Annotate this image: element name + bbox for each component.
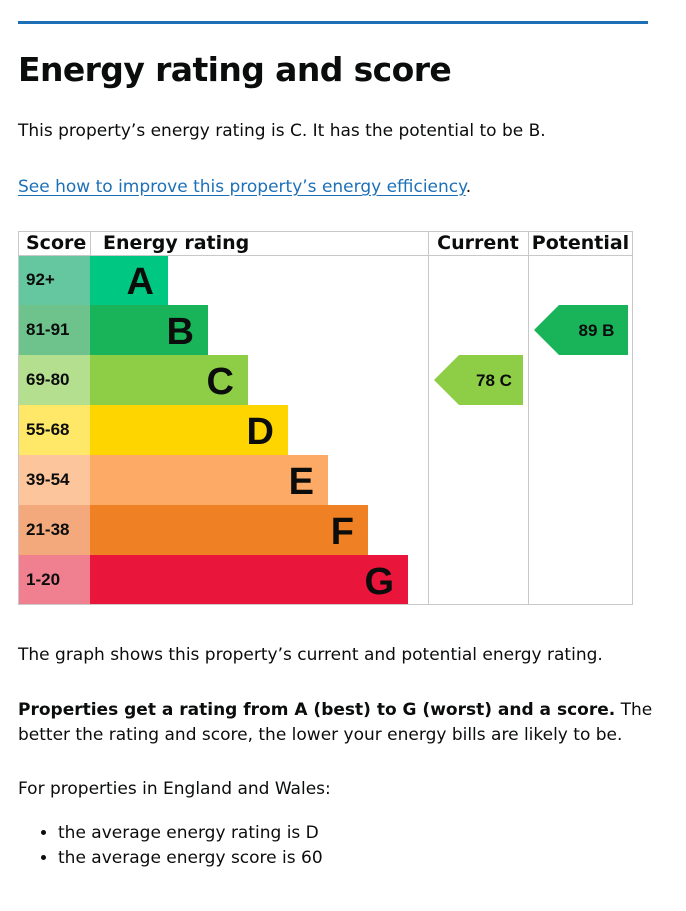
- band-bar-A: [90, 255, 168, 305]
- band-bar-G: [90, 555, 408, 605]
- potential-rating-arrow: [534, 305, 628, 355]
- averages-list: the average energy rating is D the avera…: [18, 821, 323, 871]
- score-cell-D: [18, 405, 90, 455]
- score-label-C: 69-80: [26, 370, 69, 389]
- band-bar-C: [90, 355, 248, 405]
- column-header-current: Current: [437, 232, 519, 254]
- score-label-D: 55-68: [26, 420, 69, 439]
- graph-note: The graph shows this property’s current …: [18, 645, 603, 665]
- score-cell-F: [18, 505, 90, 555]
- section-divider: [18, 21, 648, 24]
- band-letter-A: A: [127, 261, 154, 303]
- average-score-item: the average energy score is 60: [58, 846, 323, 871]
- band-letter-C: C: [207, 361, 234, 403]
- band-bar-B: [90, 305, 208, 355]
- current-rating-label: 78 C: [476, 371, 512, 390]
- score-label-B: 81-91: [26, 320, 69, 339]
- current-rating-arrow: [434, 355, 523, 405]
- band-letter-G: G: [364, 561, 394, 603]
- column-header-potential: Potential: [532, 232, 629, 254]
- rating-summary: This property’s energy rating is C. It h…: [18, 121, 546, 141]
- average-rating-item: the average energy rating is D: [58, 821, 323, 846]
- potential-rating-label: 89 B: [579, 321, 615, 340]
- score-label-G: 1-20: [26, 570, 60, 589]
- band-letter-F: F: [331, 511, 354, 553]
- score-cell-A: [18, 255, 90, 305]
- score-cell-E: [18, 455, 90, 505]
- improve-paragraph: See how to improve this property’s energ…: [18, 175, 658, 200]
- band-letter-E: E: [289, 461, 314, 503]
- score-label-F: 21-38: [26, 520, 69, 539]
- improve-efficiency-link[interactable]: See how to improve this property’s energ…: [18, 177, 466, 197]
- rating-info-rest: The better the rating and score, the low…: [18, 700, 653, 745]
- page-title: Energy rating and score: [18, 50, 452, 89]
- score-label-E: 39-54: [26, 470, 70, 489]
- rating-info-bold: Properties get a rating from A (best) to…: [18, 700, 616, 720]
- band-letter-B: B: [167, 311, 194, 353]
- column-header-score: Score: [26, 232, 86, 254]
- score-label-A: 92+: [26, 270, 55, 289]
- band-bar-F: [90, 505, 368, 555]
- improve-suffix: .: [465, 177, 472, 197]
- score-cell-G: [18, 555, 90, 605]
- band-bar-D: [90, 405, 288, 455]
- chart-border: [18, 231, 633, 605]
- score-cell-C: [18, 355, 90, 405]
- column-header-energy-rating: Energy rating: [103, 232, 249, 254]
- band-letter-D: D: [247, 411, 274, 453]
- band-bar-E: [90, 455, 328, 505]
- score-cell-B: [18, 305, 90, 355]
- average-intro: For properties in England and Wales:: [18, 779, 331, 799]
- rating-info: Properties get a rating from A (best) to…: [18, 698, 658, 748]
